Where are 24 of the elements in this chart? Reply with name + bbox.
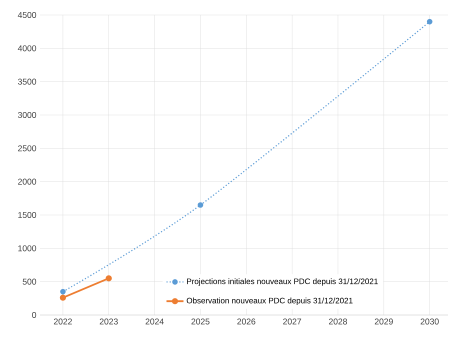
y-tick-label: 1000 (18, 245, 36, 252)
x-tick-label: 2022 (54, 318, 72, 325)
y-tick-label: 3000 (18, 112, 36, 118)
y-tick-label: 2500 (18, 145, 36, 152)
point (60, 288, 66, 294)
x-tick-label: 2025 (191, 318, 210, 325)
x-tick-label: 2029 (374, 318, 393, 325)
x-tick-label: 2027 (283, 318, 302, 325)
x-tick-label: 2028 (328, 318, 348, 325)
y-tick-label: 3500 (18, 78, 36, 85)
x-tick-label: 2026 (237, 318, 256, 325)
point (426, 18, 432, 24)
point (198, 202, 204, 208)
x-tick-label: 2023 (100, 318, 118, 325)
x-tick-label: 2024 (146, 318, 164, 325)
point (60, 294, 66, 301)
y-tick-label: 1500 (18, 212, 36, 218)
y-tick-label: 4500 (18, 12, 36, 18)
y-tick-label: 2000 (18, 178, 36, 185)
y-tick-label: 500 (22, 278, 36, 285)
point (106, 275, 112, 282)
y-tick-label: 0 (32, 312, 36, 318)
x-tick-label: 2030 (420, 318, 439, 325)
y-tick-label: 4000 (18, 45, 36, 52)
